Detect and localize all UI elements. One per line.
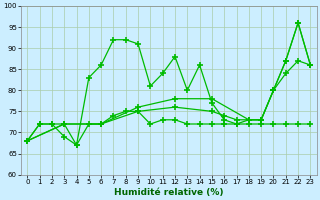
X-axis label: Humidité relative (%): Humidité relative (%) bbox=[114, 188, 224, 197]
